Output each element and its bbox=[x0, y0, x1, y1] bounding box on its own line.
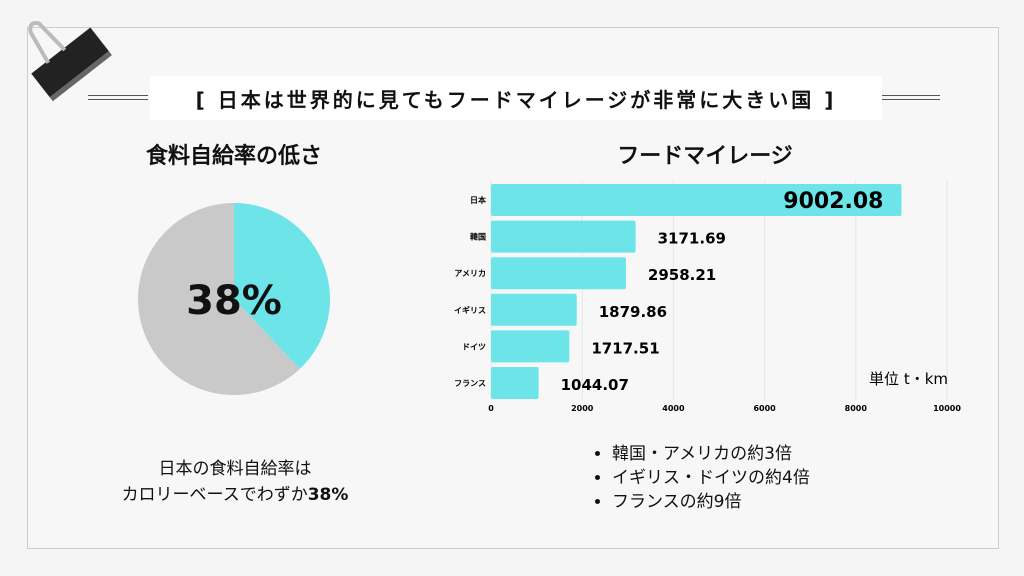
bar-heading: フードマイレージ bbox=[617, 144, 793, 169]
bullet-item: 韓国・アメリカの約3倍 bbox=[612, 442, 810, 466]
bar bbox=[491, 220, 636, 253]
category-label: 韓国 bbox=[470, 232, 486, 242]
value-label: 3171.69 bbox=[658, 230, 726, 248]
bar-chart: 0 2000 4000 6000 8000 10000 日本 9002.08 韓国 3171.69… bbox=[454, 180, 961, 413]
value-label: 1044.07 bbox=[561, 376, 629, 394]
bar bbox=[491, 184, 902, 216]
category-label: フランス bbox=[454, 379, 486, 388]
title-line-left bbox=[88, 95, 148, 100]
bar bbox=[491, 293, 577, 326]
x-tick-label: 6000 bbox=[753, 404, 776, 413]
pie-slice bbox=[138, 203, 300, 395]
x-tick-label: 8000 bbox=[845, 404, 868, 413]
category-label: 日本 bbox=[470, 195, 486, 205]
bullet-item: イギリス・ドイツの約4倍 bbox=[612, 466, 810, 490]
caption-line-2: カロリーベースでわずか38% bbox=[90, 482, 380, 508]
value-label: 9002.08 bbox=[783, 189, 883, 214]
bullet-list: 韓国・アメリカの約3倍 イギリス・ドイツの約4倍 フランスの約9倍 bbox=[592, 442, 810, 514]
value-label: 1717.51 bbox=[591, 339, 659, 357]
unit-label: 単位 t・km bbox=[869, 370, 948, 388]
category-label: ドイツ bbox=[462, 342, 486, 351]
pie-caption: 日本の食料自給率は カロリーベースでわずか38% bbox=[90, 456, 380, 508]
x-tick-label: 0 bbox=[488, 404, 494, 413]
bar bbox=[491, 257, 626, 290]
category-label: イギリス bbox=[454, 305, 486, 315]
x-tick-label: 10000 bbox=[933, 404, 961, 413]
x-tick-label: 4000 bbox=[662, 404, 685, 413]
caption-bold: 38% bbox=[307, 485, 349, 505]
caption-line-1: 日本の食料自給率は bbox=[158, 459, 312, 479]
x-tick-label: 2000 bbox=[571, 404, 594, 413]
page-title: [ 日本は世界的に見てもフードマイレージが非常に大きい国 ] bbox=[150, 76, 882, 120]
pie-slice bbox=[234, 203, 330, 369]
binder-clip-icon bbox=[28, 21, 112, 102]
bar bbox=[491, 330, 570, 363]
pie-label: 38% bbox=[186, 278, 282, 324]
category-label: アメリカ bbox=[454, 269, 486, 278]
bar bbox=[491, 367, 539, 399]
caption-prefix: カロリーベースでわずか bbox=[121, 485, 308, 505]
title-line-right bbox=[880, 95, 940, 100]
pie-heading: 食料自給率の低さ bbox=[145, 144, 322, 169]
value-label: 2958.21 bbox=[648, 266, 716, 284]
value-label: 1879.86 bbox=[599, 303, 667, 321]
pie-chart: 38% bbox=[138, 203, 330, 395]
bullet-item: フランスの約9倍 bbox=[612, 490, 810, 514]
